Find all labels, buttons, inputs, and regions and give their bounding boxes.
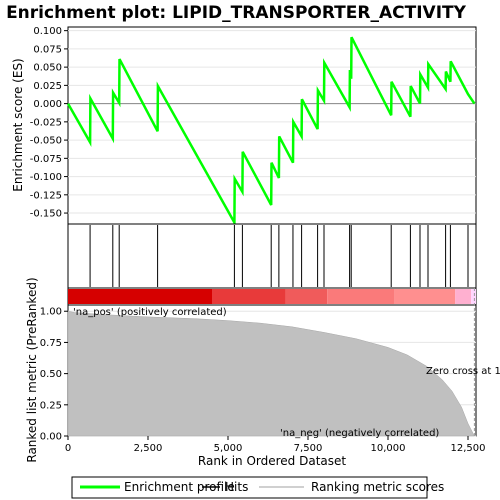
- heatmap-segment: [394, 289, 456, 304]
- es-y-tick-label: 0.050: [33, 63, 62, 74]
- zero-cross-label: Zero cross at 12700: [426, 366, 500, 377]
- es-y-tick-label: -0.125: [30, 190, 62, 201]
- metric-y-tick-label: 0.25: [40, 400, 62, 411]
- es-y-tick-label: -0.025: [30, 117, 62, 128]
- heatmap-segment: [212, 289, 286, 304]
- es-y-tick-label: -0.100: [30, 172, 62, 183]
- x-axis-label: Rank in Ordered Dataset: [198, 454, 346, 468]
- es-y-tick-label: -0.150: [30, 209, 62, 220]
- x-tick-label: 0: [65, 443, 71, 454]
- metric-y-axis-label: Ranked list metric (PreRanked): [25, 277, 39, 462]
- metric-y-tick-label: 0.50: [40, 369, 62, 380]
- es-y-tick-label: 0.025: [33, 81, 62, 92]
- legend-label: Hits: [225, 480, 248, 494]
- x-tick-label: 5,000: [214, 443, 243, 454]
- ranking-heatmap: [68, 289, 476, 304]
- enrichment-profile-line: [66, 36, 476, 228]
- x-tick-label: 7,500: [294, 443, 323, 454]
- x-tick-label: 10,000: [371, 443, 406, 454]
- x-axis-ticks: 0 2,500 5,000 7,500 10,000 12,500: [65, 436, 486, 454]
- es-y-tick-label: 0.075: [33, 44, 62, 55]
- ranking-metric-area: [67, 310, 475, 437]
- es-y-tick-label: 0.000: [33, 99, 62, 110]
- x-tick-label: 2,500: [134, 443, 163, 454]
- heatmap-segment: [285, 289, 328, 304]
- metric-y-ticks: 0.00 0.25 0.50 0.75 1.00: [40, 307, 68, 443]
- metric-y-tick-label: 0.00: [40, 432, 62, 443]
- positive-correlation-label: 'na_pos' (positively correlated): [73, 307, 227, 318]
- chart-title: Enrichment plot: LIPID_TRANSPORTER_ACTIV…: [6, 3, 467, 23]
- hit-markers: [89, 225, 469, 287]
- legend-label: Ranking metric scores: [311, 480, 444, 494]
- metric-y-tick-label: 0.75: [40, 338, 62, 349]
- legend-box: [71, 476, 428, 499]
- metric-y-tick-label: 1.00: [40, 307, 62, 318]
- metric-annotations: 'na_pos' (positively correlated) 'na_neg'…: [73, 307, 500, 439]
- es-y-ticks: 0.100 0.075 0.050 0.025 0.000 -0.025 -0.050 -0.…: [30, 26, 68, 220]
- heatmap-segment: [327, 289, 395, 304]
- negative-correlation-label: 'na_neg' (negatively correlated): [280, 428, 439, 439]
- heatmap-segment: [455, 289, 472, 304]
- es-y-tick-label: -0.050: [30, 136, 62, 147]
- es-y-tick-label: -0.075: [30, 154, 62, 165]
- hits-panel: [67, 223, 477, 289]
- x-tick-label: 12,500: [451, 443, 486, 454]
- heatmap-segment: [471, 289, 476, 304]
- es-y-axis-label: Enrichment score (ES): [11, 58, 25, 191]
- legend-label: Enrichment profile: [124, 480, 235, 494]
- heatmap-segment: [68, 289, 212, 304]
- es-y-tick-label: 0.100: [33, 26, 62, 37]
